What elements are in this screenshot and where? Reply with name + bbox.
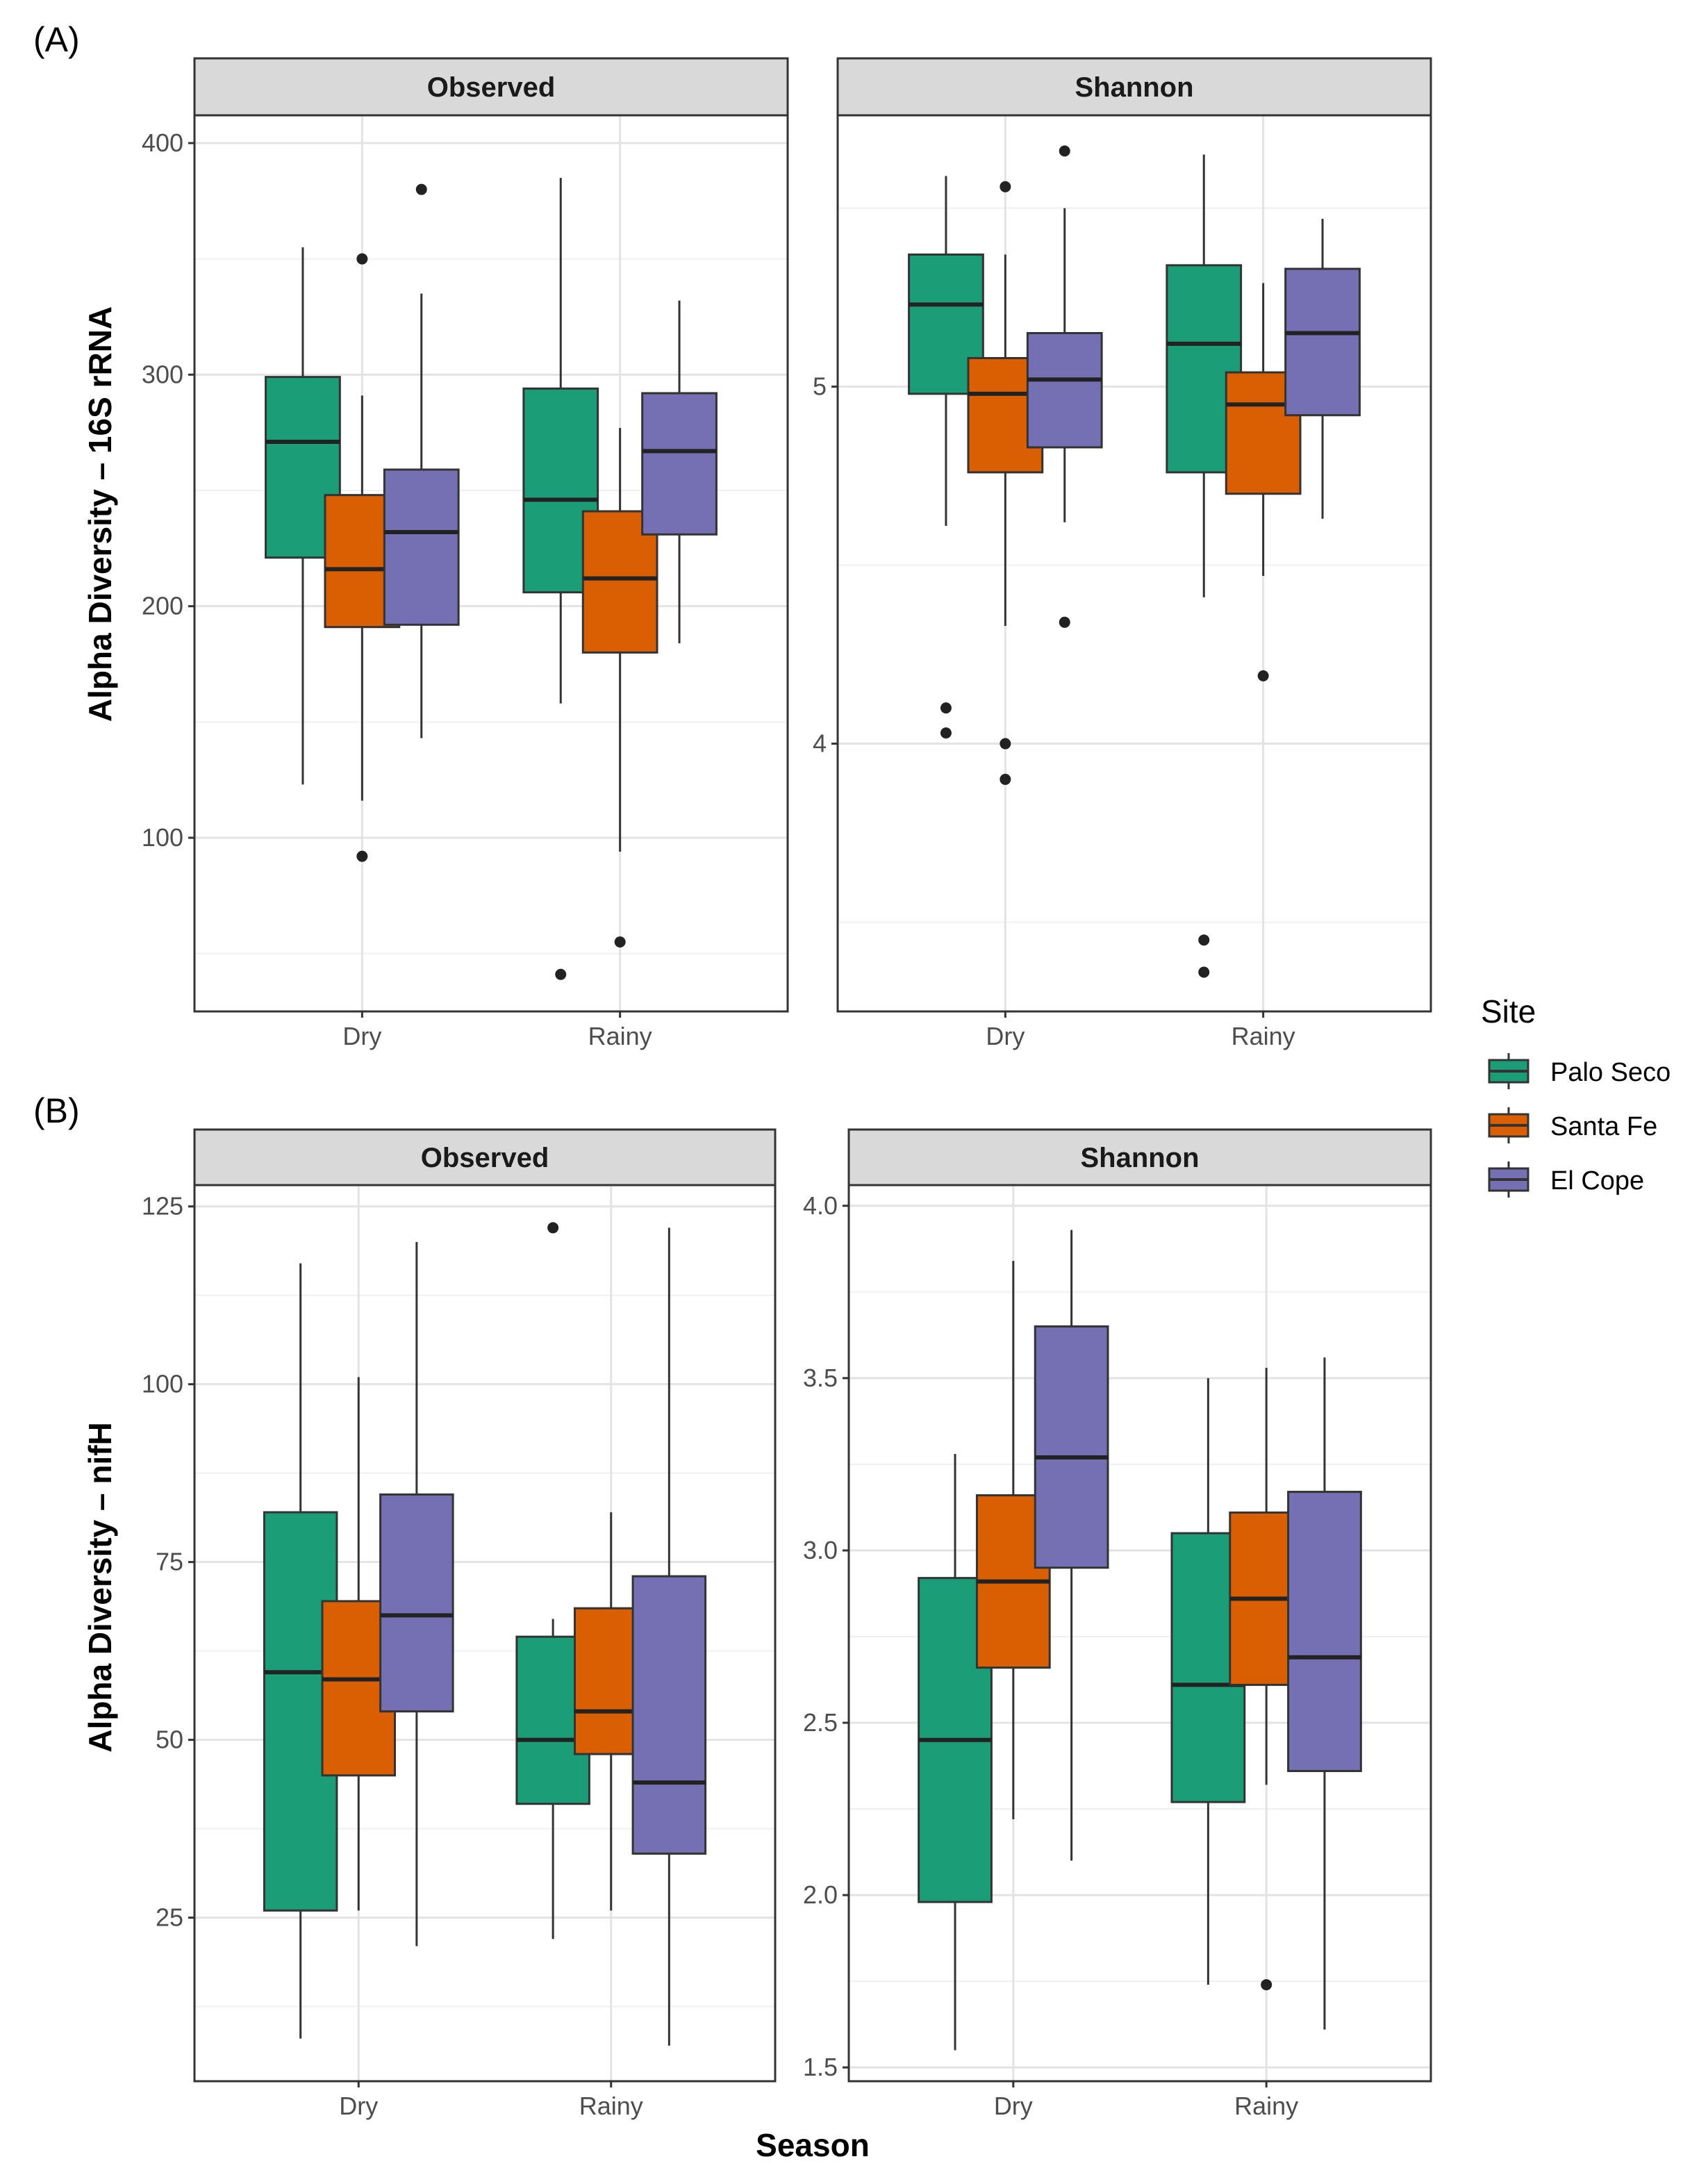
panel-b-observed-box-el-cope-dry [379,1241,454,1946]
panel-a-shannon-box-palo-seco-dry-outlier [940,727,952,739]
panel-a-shannon-x-tick-label: Rainy [1232,1022,1295,1050]
panel-a-observed-box-el-cope-rainy [641,300,718,643]
panel-b-shannon-y-tick-label: 3.0 [803,1536,838,1564]
legend-label-palo-seco: Palo Seco [1550,1058,1670,1087]
panel-a-shannon-border [836,114,1432,1013]
panel-a-shannon-box-santa-fe-rainy-outlier [1257,670,1269,681]
panel-b-shannon-x-tick-label: Rainy [1234,2092,1298,2120]
panel-b-observed-strip-label: Observed [421,1143,549,1173]
panel-a-observed-box-el-cope-dry-outlier [415,183,427,195]
panel-a-shannon-y-tick-label: 5 [813,372,827,401]
legend-item-el-cope: El Cope [1488,1161,1644,1198]
panel-a-shannon-x-tick-label: Dry [986,1022,1025,1050]
legend-label-el-cope: El Cope [1550,1166,1644,1196]
panel-a-shannon-box-el-cope-dry [1026,145,1103,628]
panel-a-shannon-plot-area [838,115,1431,1011]
panel-b-shannon-strip-label: Shannon [1080,1143,1199,1173]
panel-b-shannon-box-santa-fe-rainy-outlier [1261,1979,1272,1991]
panel-tag-b: (B) [33,1091,80,1130]
panel-a-observed-x-tick-label: Dry [342,1022,381,1050]
panel-a-shannon-box-palo-seco-rainy-outlier [1198,966,1210,978]
panel-b-observed-border [193,1184,777,2083]
legend-item-palo-seco: Palo Seco [1488,1053,1670,1089]
x-axis-title: Season [756,2127,870,2163]
panel-b-observed-x-tick-label: Rainy [579,2092,643,2120]
panel-b-shannon-strip [847,1128,1432,1186]
legend: Site Palo Seco Santa Fe El Cope [1481,993,1670,1198]
y-axis-title-nifh: Alpha Diversity – nifH [82,1422,118,1752]
legend-label-santa-fe: Santa Fe [1550,1112,1657,1141]
panel-a-shannon-box-palo-seco-rainy-outlier [1198,934,1210,946]
panel-b-shannon-x-tick-label: Dry [994,2092,1033,2120]
panel-a-shannon-strip-label: Shannon [1075,72,1193,103]
panel-a-shannon-box-santa-fe-dry-outlier [1000,738,1011,750]
panel-a-shannon-strip [836,57,1432,117]
panel-b-shannon-box-el-cope-rainy-iqr [1287,1491,1362,1772]
facet-panels: Observed 100 200 300 400 Dry Rainy Shannon 4 5 Dry… [142,57,1432,2120]
panel-b-shannon-box-el-cope-dry-iqr [1034,1325,1109,1569]
panel-b-observed-box-el-cope-dry-iqr [379,1493,454,1713]
panel-a-observed-box-el-cope-dry [383,183,460,738]
panel-a-observed-box-palo-seco-rainy-outlier [555,968,567,980]
panel-b-observed-y-tick-label: 125 [142,1192,183,1221]
panel-a-shannon-box-palo-seco-dry-outlier [940,702,952,714]
panel-a-observed-plot-area [194,115,788,1011]
panel-a-shannon: Shannon 4 5 Dry Rainy [813,57,1432,1050]
panel-b-shannon-y-tick-label: 2.0 [803,1880,838,1909]
panel-b-observed-x-tick-label: Dry [339,2092,378,2120]
legend-title: Site [1481,993,1536,1029]
panel-a-observed-box-el-cope-dry-iqr [383,468,460,626]
panel-a-shannon-box-santa-fe-dry-outlier [1000,773,1011,785]
panel-b-observed-box-palo-seco-rainy-outlier [547,1222,559,1234]
panel-a-observed-box-el-cope-rainy-iqr [641,392,718,536]
panel-a-shannon-box-el-cope-rainy [1284,219,1361,519]
panel-a-observed-box-santa-fe-dry-outlier [356,850,368,862]
panel-a-observed: Observed 100 200 300 400 Dry Rainy [142,57,789,1050]
panel-b-shannon-box-el-cope-dry [1034,1230,1109,1861]
panel-a-shannon-y-tick-label: 4 [813,729,827,758]
panel-b-shannon-y-tick-label: 4.0 [803,1191,838,1220]
legend-item-santa-fe: Santa Fe [1488,1107,1657,1143]
panel-b-observed-y-tick-label: 100 [142,1370,183,1398]
panel-b-observed-y-tick-label: 50 [156,1726,183,1754]
panel-a-shannon-box-el-cope-dry-iqr [1026,332,1103,449]
panel-b-shannon-box-el-cope-rainy [1287,1357,1362,2030]
panel-b-shannon-border [847,1184,1432,2083]
panel-b-observed-box-el-cope-rainy [631,1227,707,2046]
panel-a-observed-x-tick-label: Rainy [588,1022,652,1050]
y-axis-title-16s: Alpha Diversity – 16S rRNA [82,306,118,722]
panel-a-observed-y-tick-label: 100 [142,823,183,852]
panel-a-observed-box-santa-fe-rainy-outlier [614,936,626,948]
panel-b-observed-box-el-cope-rainy-iqr [631,1575,707,1855]
panel-b-observed: Observed 25 50 75 100 125 Dry Rainy [142,1128,777,2120]
panel-b-shannon-y-tick-label: 2.5 [803,1708,838,1737]
panel-a-shannon-box-el-cope-rainy-iqr [1284,267,1361,417]
panel-b-observed-y-tick-label: 75 [156,1548,183,1576]
panel-a-shannon-box-el-cope-dry-outlier [1059,616,1070,628]
panel-b-shannon-y-tick-label: 1.5 [803,2053,838,2081]
panel-a-observed-strip [193,57,789,117]
panel-b-shannon-y-tick-label: 3.5 [803,1364,838,1392]
panel-a-observed-y-tick-label: 300 [142,360,183,388]
panel-tag-a: (A) [33,20,80,59]
panel-a-observed-border [193,114,789,1013]
panel-b-observed-y-tick-label: 25 [156,1903,183,1932]
panel-a-observed-y-tick-label: 400 [142,129,183,157]
panel-a-observed-y-tick-label: 200 [142,592,183,620]
panel-a-observed-strip-label: Observed [427,72,556,103]
panel-a-shannon-box-santa-fe-dry-outlier [1000,181,1011,192]
panel-b-shannon: Shannon 1.5 2.0 2.5 3.0 3.5 4.0 Dry Rainy [803,1128,1432,2120]
panel-b-observed-strip [193,1128,777,1186]
panel-a-observed-box-santa-fe-dry-outlier [356,253,368,265]
panel-a-shannon-box-el-cope-dry-outlier [1059,145,1070,157]
